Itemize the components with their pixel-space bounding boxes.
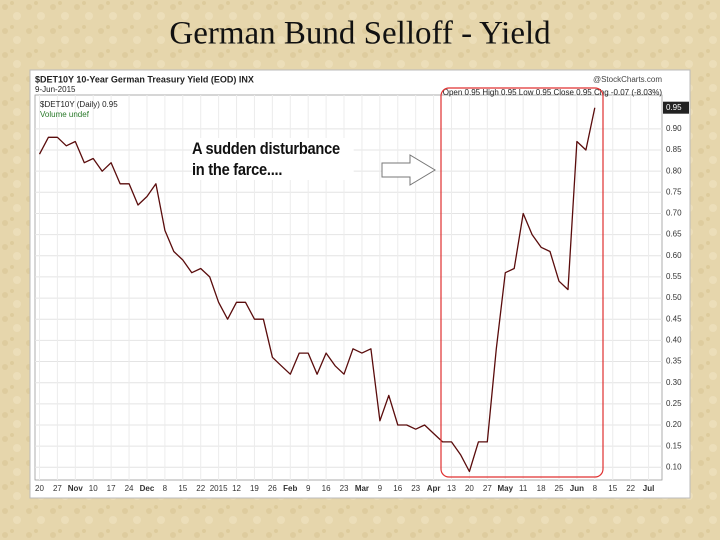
x-tick-label: 23: [340, 484, 349, 493]
x-tick-label: 27: [483, 484, 492, 493]
legend-entry: $DET10Y (Daily) 0.95: [40, 100, 118, 109]
annotation: A sudden disturbance in the farce....: [192, 138, 354, 180]
x-tick-label: 2015: [210, 484, 228, 493]
y-tick-label: 0.85: [666, 145, 682, 154]
source: @StockCharts.com: [593, 75, 662, 84]
x-tick-label: Jul: [643, 484, 655, 493]
y-tick-label: 0.70: [666, 209, 682, 218]
x-tick-label: 22: [626, 484, 635, 493]
y-tick-label: 0.60: [666, 251, 682, 260]
y-tick-label: 0.65: [666, 230, 682, 239]
last-value-badge: [663, 101, 689, 114]
x-tick-label: 20: [35, 484, 44, 493]
x-tick-label: 9: [378, 484, 383, 493]
x-tick-label: 19: [250, 484, 259, 493]
chart-date: 9-Jun-2015: [35, 85, 76, 94]
y-tick-label: 0.35: [666, 357, 682, 366]
x-tick-label: 9: [306, 484, 311, 493]
x-tick-label: 18: [537, 484, 546, 493]
y-tick-label: 0.90: [666, 124, 682, 133]
x-tick-label: 15: [608, 484, 617, 493]
y-tick-label: 0.75: [666, 187, 682, 196]
highlight-bracket: [440, 87, 604, 478]
y-tick-label: 0.10: [666, 462, 682, 471]
x-tick-label: 12: [232, 484, 241, 493]
arrow: [381, 154, 436, 186]
chart-header: $DET10Y 10-Year German Treasury Yield (E…: [35, 74, 254, 84]
x-tick-label: 20: [465, 484, 474, 493]
y-tick-label: 0.80: [666, 166, 682, 175]
y-tick-label: 0.25: [666, 399, 682, 408]
y-tick-label: 0.30: [666, 378, 682, 387]
y-tick-label: 0.45: [666, 314, 682, 323]
y-tick-label: 0.50: [666, 293, 682, 302]
x-tick-label: May: [497, 484, 513, 493]
x-tick-label: Nov: [68, 484, 84, 493]
x-tick-label: 27: [53, 484, 62, 493]
x-tick-label: 16: [322, 484, 331, 493]
y-tick-label: 0.55: [666, 272, 682, 281]
y-tick-label: 0.40: [666, 335, 682, 344]
slide-title: German Bund Selloff - Yield: [169, 16, 551, 52]
x-tick-label: 8: [593, 484, 598, 493]
x-tick-label: 23: [411, 484, 420, 493]
y-tick-label: 0.15: [666, 441, 682, 450]
x-tick-label: 22: [196, 484, 205, 493]
x-tick-label: 11: [519, 484, 528, 493]
x-tick-label: 13: [447, 484, 456, 493]
x-tick-label: 17: [107, 484, 116, 493]
y-tick-label: 0.20: [666, 420, 682, 429]
line-series: [38, 107, 596, 473]
x-tick-label: Dec: [140, 484, 155, 493]
x-tick-label: 10: [89, 484, 98, 493]
x-tick-label: 26: [268, 484, 277, 493]
x-tick-label: 25: [555, 484, 564, 493]
x-tick-label: 24: [125, 484, 134, 493]
last-value-label: 0.95: [666, 103, 682, 112]
x-tick-label: Mar: [355, 484, 369, 493]
x-tick-label: 16: [393, 484, 402, 493]
x-tick-label: Jun: [570, 484, 584, 493]
legend-volume: Volume undef: [40, 110, 90, 119]
x-tick-label: Apr: [427, 484, 441, 493]
ohlc: Open 0.95 High 0.95 Low 0.95 Close 0.95 …: [443, 88, 663, 97]
x-tick-label: 8: [163, 484, 168, 493]
x-tick-label: 15: [178, 484, 187, 493]
x-tick-label: Feb: [283, 484, 297, 493]
